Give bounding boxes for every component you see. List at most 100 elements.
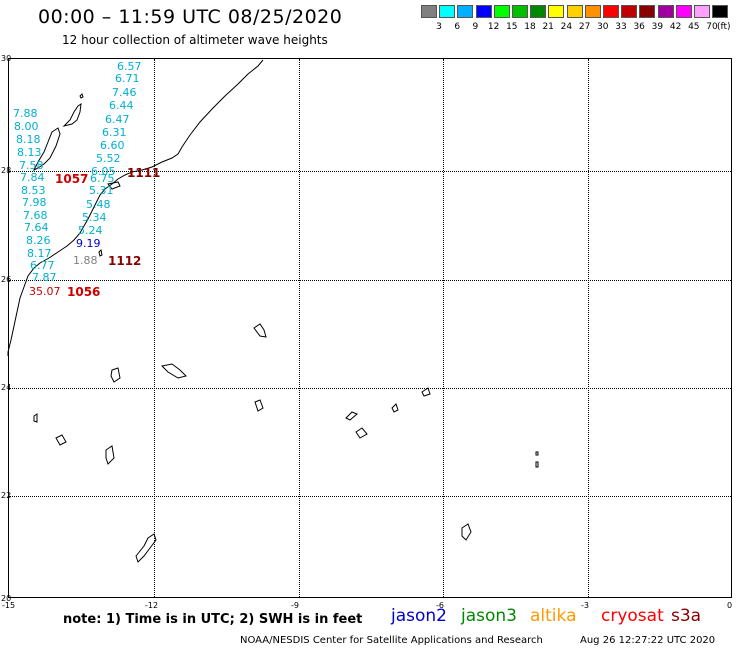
legend-label: 70 <box>706 22 718 32</box>
island <box>55 434 67 446</box>
wave-height-label: 6.44 <box>109 99 134 112</box>
legend-swatch <box>694 5 710 18</box>
island <box>32 127 61 172</box>
legend-label: 45 <box>688 22 700 32</box>
legend-swatch <box>493 5 510 18</box>
island <box>421 387 431 397</box>
wave-height-label: 9.19 <box>76 237 101 250</box>
legend-swatch <box>566 5 583 18</box>
island <box>160 363 187 379</box>
wave-height-label: 8.00 <box>14 120 39 133</box>
island <box>535 461 539 468</box>
island <box>345 411 358 421</box>
latitude-label: 20 <box>1 594 12 603</box>
satellite-legend-jason3: jason3 <box>461 606 517 626</box>
pass-number-label: 1056 <box>67 285 101 299</box>
legend-label: 12 <box>487 22 500 32</box>
wave-height-label: 8.53 <box>21 184 46 197</box>
legend-label: 9 <box>472 22 479 32</box>
legend-swatch <box>439 5 456 18</box>
longitude-label: -12 <box>145 601 159 610</box>
latitude-label: 26 <box>1 275 12 284</box>
wave-height-label: 5.48 <box>86 198 111 211</box>
legend-swatch <box>621 5 638 18</box>
island <box>461 523 472 541</box>
wave-height-label: 5.52 <box>96 152 121 165</box>
wave-height-label: 7.58 <box>19 159 44 172</box>
legend-label: 42 <box>669 22 682 32</box>
legend-swatch <box>675 5 692 18</box>
wave-height-label: 6.31 <box>102 126 127 139</box>
legend-swatch <box>530 5 547 18</box>
island <box>105 445 115 465</box>
satellite-legend-altika: altika <box>530 606 577 626</box>
grid-line <box>588 59 589 597</box>
legend-units: (ft) <box>717 22 731 32</box>
wave-height-label: 6.77 <box>30 259 55 272</box>
latitude-label: 24 <box>1 383 12 392</box>
wave-height-label: 6.71 <box>115 72 140 85</box>
island <box>535 451 539 456</box>
longitude-label: -6 <box>436 601 444 610</box>
generation-timestamp: Aug 26 12:27:22 UTC 2020 <box>580 635 716 646</box>
island <box>107 181 121 190</box>
island <box>355 427 368 439</box>
coastline-africa <box>7 59 264 356</box>
wave-height-label: 5.24 <box>78 224 103 237</box>
latitude-label: 30 <box>1 54 12 63</box>
island <box>135 533 157 563</box>
wave-height-label: 7.84 <box>20 171 45 184</box>
grid-line <box>299 59 300 597</box>
wave-height-label: 8.26 <box>26 234 51 247</box>
longitude-label: -15 <box>2 601 16 610</box>
wave-height-label: 7.87 <box>32 271 57 284</box>
legend-label: 24 <box>560 22 573 32</box>
credit-line: NOAA/NESDIS Center for Satellite Applica… <box>240 635 543 646</box>
pass-number-label: 1112 <box>108 254 142 268</box>
island <box>98 248 103 257</box>
legend-label: 33 <box>615 22 627 32</box>
wave-height-label: 6.60 <box>100 139 125 152</box>
grid-line <box>154 59 155 597</box>
island <box>253 323 267 338</box>
grid-line <box>9 496 731 497</box>
wave-height-label: 5.34 <box>82 211 107 224</box>
legend-label: 36 <box>633 22 645 32</box>
legend-label: 15 <box>506 22 518 32</box>
wave-height-label: 7.98 <box>22 196 47 209</box>
grid-line <box>443 59 444 597</box>
legend-label: 6 <box>454 22 461 32</box>
legend-swatch <box>603 5 619 18</box>
grid-line <box>9 171 731 172</box>
grid-line <box>9 280 731 281</box>
satellite-legend-cryosat: cryosat <box>601 606 664 626</box>
wave-height-label: 8.13 <box>17 146 42 159</box>
wave-height-label: 7.68 <box>23 209 48 222</box>
legend-label: 39 <box>651 22 664 32</box>
wave-height-label: 6.47 <box>105 113 130 126</box>
legend-swatch <box>712 5 729 18</box>
legend-label: 30 <box>597 22 609 32</box>
wave-height-label: 7.46 <box>112 86 137 99</box>
legend-label: 18 <box>524 22 536 32</box>
grid-line <box>9 388 731 389</box>
legend-label: 3 <box>436 22 442 32</box>
legend-swatch <box>457 5 474 18</box>
legend-label: 27 <box>578 22 591 32</box>
satellite-legend-jason2: jason2 <box>391 606 447 626</box>
wave-height-label: 8.18 <box>16 133 41 146</box>
longitude-label: -9 <box>291 601 299 610</box>
pass-number-label: 1057 <box>55 172 89 186</box>
legend-label: 21 <box>542 22 554 32</box>
map-frame <box>8 58 732 598</box>
wave-height-label: 8.17 <box>27 247 52 260</box>
longitude-label: 0 <box>727 601 733 610</box>
wave-height-label: 1.88 <box>73 254 98 267</box>
legend-swatch <box>475 5 492 18</box>
island <box>33 413 38 423</box>
footnote: note: 1) Time is in UTC; 2) SWH is in fe… <box>63 612 363 627</box>
wave-height-label: 6.75 <box>90 172 115 185</box>
wave-height-label: 7.88 <box>13 107 38 120</box>
longitude-label: -3 <box>581 601 589 610</box>
